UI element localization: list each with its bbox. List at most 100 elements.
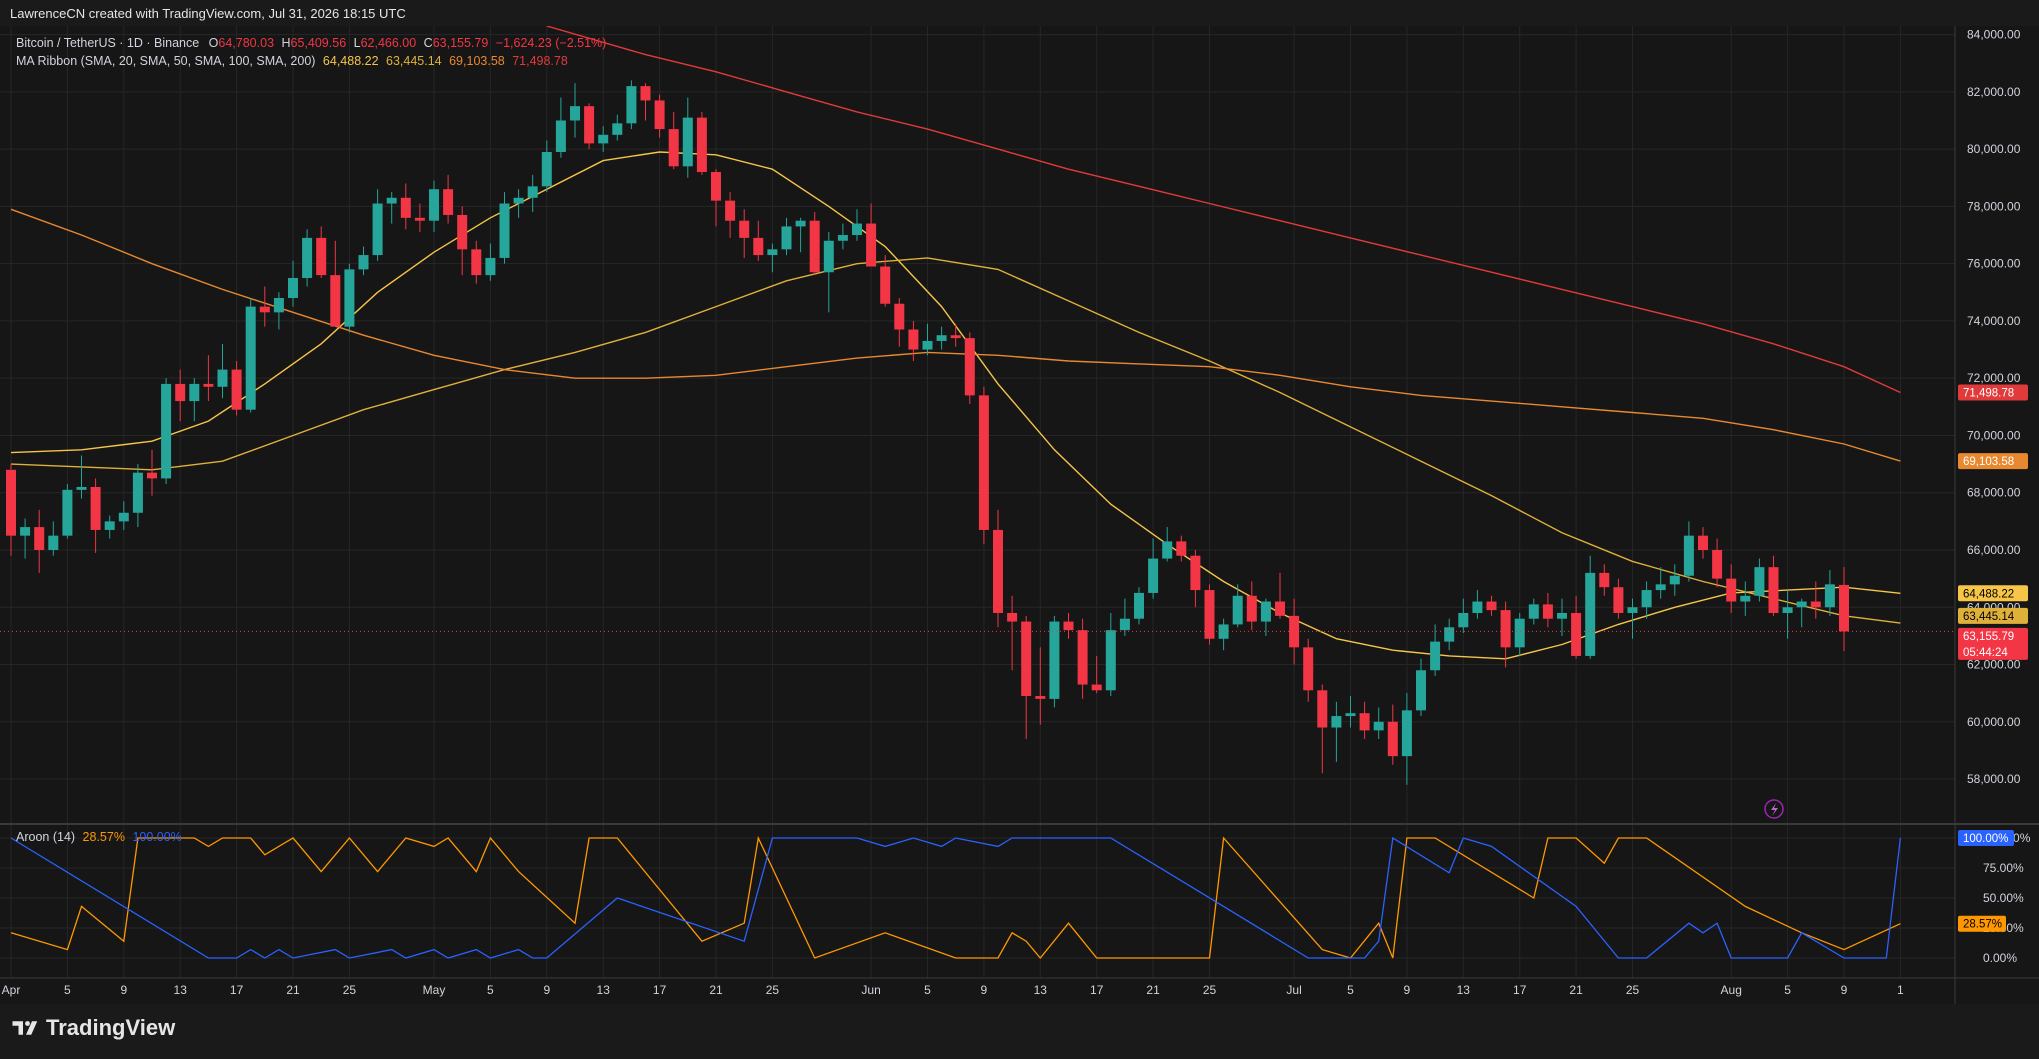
candle-body xyxy=(400,197,411,218)
time-tick-label: 21 xyxy=(1569,983,1583,997)
candle-body xyxy=(429,189,439,221)
candle-body xyxy=(950,335,961,339)
candle-body xyxy=(34,527,45,550)
candle-body xyxy=(1401,710,1412,757)
candle xyxy=(1768,555,1779,616)
candle-body xyxy=(231,369,242,410)
candle-body xyxy=(1430,641,1441,671)
candle-body xyxy=(48,535,59,550)
candle xyxy=(203,355,214,402)
time-tick-label: 25 xyxy=(1626,983,1640,997)
candle xyxy=(175,369,186,422)
candle xyxy=(1824,570,1835,616)
time-tick-label: Aug xyxy=(1721,983,1742,997)
candle-body xyxy=(1726,578,1737,602)
candle xyxy=(118,501,129,530)
candle xyxy=(386,192,397,224)
candle-body xyxy=(668,129,679,167)
candle xyxy=(1119,598,1130,636)
time-tick-label: 5 xyxy=(1784,983,1791,997)
candle-body xyxy=(1303,647,1314,691)
candle xyxy=(1669,564,1680,596)
candle xyxy=(739,209,750,258)
candle xyxy=(598,126,609,152)
candle-body xyxy=(852,223,862,236)
candle xyxy=(1077,618,1088,699)
lightning-icon[interactable] xyxy=(1764,799,1784,819)
candle xyxy=(880,255,891,307)
candle xyxy=(1232,584,1243,628)
candle-body xyxy=(161,383,172,479)
candle xyxy=(1134,587,1144,625)
candle-body xyxy=(386,197,397,204)
ma200-value: 71,498.78 xyxy=(512,54,568,68)
candle-body xyxy=(485,257,496,276)
aroon-up-badge-bg xyxy=(1958,830,2014,846)
candle-body xyxy=(584,106,595,144)
tradingview-logo[interactable]: TradingView xyxy=(12,1015,175,1041)
candle-body xyxy=(1669,575,1680,585)
candle-body xyxy=(118,512,129,522)
time-tick-label: 1 xyxy=(1897,983,1904,997)
candle xyxy=(1091,655,1102,694)
candle xyxy=(90,478,101,553)
candle-body xyxy=(147,472,157,479)
price-badge-bg xyxy=(1958,627,2028,660)
candle xyxy=(640,83,651,121)
price-badge-text: 69,103.58 xyxy=(1963,456,2014,468)
candle xyxy=(1613,578,1624,619)
candle xyxy=(513,189,524,218)
chart-canvas[interactable]: 84,000.00 82,000.00 80,000.00 78,000.00 76,0… xyxy=(0,25,2039,1004)
candle xyxy=(993,509,1003,628)
price-tick-label: 80,000.00 xyxy=(1967,142,2021,156)
symbol-name[interactable]: Bitcoin / TetherUS · 1D · Binance xyxy=(16,36,200,50)
price-tick-label: 58,000.00 xyxy=(1967,772,2021,786)
candle xyxy=(147,449,157,496)
candle xyxy=(541,140,552,193)
aroon-label[interactable]: Aroon (14) xyxy=(16,830,76,844)
candle xyxy=(6,464,16,556)
candle xyxy=(781,217,792,256)
candle-body xyxy=(767,249,778,256)
candle-body xyxy=(880,266,891,304)
candle-body xyxy=(1599,572,1610,588)
candle-body xyxy=(1190,555,1201,591)
candle-body xyxy=(259,306,270,313)
price-tick-label: 82,000.00 xyxy=(1967,85,2021,99)
candle-body xyxy=(513,197,524,204)
candle xyxy=(1035,647,1046,725)
candle xyxy=(978,386,989,545)
candle-body xyxy=(1345,713,1356,717)
candle-body xyxy=(344,269,355,327)
ma-line-sma50 xyxy=(10,257,1901,624)
price-badge-text: 64,488.22 xyxy=(1963,588,2014,600)
candle-body xyxy=(1698,535,1708,550)
ma-line-sma100 xyxy=(10,208,1901,462)
candle xyxy=(1260,598,1271,636)
candle-body xyxy=(1077,630,1088,685)
ma20-value: 64,488.22 xyxy=(322,54,379,68)
chart-area[interactable]: 84,000.00 82,000.00 80,000.00 78,000.00 76,0… xyxy=(0,25,2039,1004)
price-tick-label: 74,000.00 xyxy=(1967,314,2021,328)
candle-body xyxy=(457,214,468,250)
candle-body xyxy=(1824,584,1835,608)
ma-ribbon-label[interactable]: MA Ribbon (SMA, 20, SMA, 50, SMA, 100, S… xyxy=(16,54,316,68)
tradingview-logo-icon xyxy=(12,1021,38,1035)
change-value: −1,624.23 (−2.51%) xyxy=(495,36,607,50)
candle-body xyxy=(696,117,707,173)
candle-body xyxy=(1472,601,1483,613)
candle xyxy=(1641,581,1652,619)
candle-body xyxy=(1260,601,1271,622)
candle-body xyxy=(1091,684,1102,691)
candle xyxy=(34,509,45,573)
candle-body xyxy=(1021,621,1032,697)
candle-body xyxy=(1796,601,1807,608)
time-tick-label: 9 xyxy=(981,983,988,997)
ma-line-sma200 xyxy=(546,25,1901,394)
time-tick-label: 5 xyxy=(1347,983,1354,997)
price-axis-badge: 71,498.78 xyxy=(1958,384,2028,401)
candle-body xyxy=(1712,549,1723,579)
candle xyxy=(344,263,355,333)
candle xyxy=(1458,598,1469,634)
candle xyxy=(48,521,59,556)
